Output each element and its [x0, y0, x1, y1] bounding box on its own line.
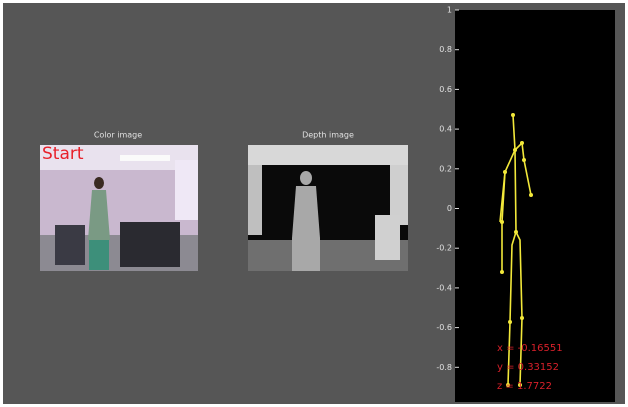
y-tick-label: 0.6 — [439, 85, 452, 94]
status-label: Start — [42, 144, 84, 164]
y-tick-label: -0.4 — [436, 283, 452, 292]
y-tick-label: -0.6 — [436, 323, 452, 332]
y-tick-label: -0.8 — [436, 363, 452, 372]
depth-image — [248, 145, 408, 271]
y-tick-label: 0.4 — [439, 125, 452, 134]
panel-title: Color image — [94, 131, 142, 140]
y-tick-label: 0.2 — [439, 164, 452, 173]
y-tick-label: 1 — [447, 6, 452, 15]
y-tick-label: 0 — [447, 204, 452, 213]
readout-line: z = 1.7722 — [497, 381, 552, 392]
y-tick-label: 0.8 — [439, 45, 452, 54]
readout-line: y = 0.33152 — [497, 362, 559, 373]
window: Color image Start Depth image 1 0.8 0.6 0.4… — [0, 0, 628, 407]
y-tick-label: -0.2 — [436, 244, 452, 253]
readout-line: x = -0.16551 — [497, 343, 563, 354]
panel-title: Depth image — [302, 131, 354, 140]
